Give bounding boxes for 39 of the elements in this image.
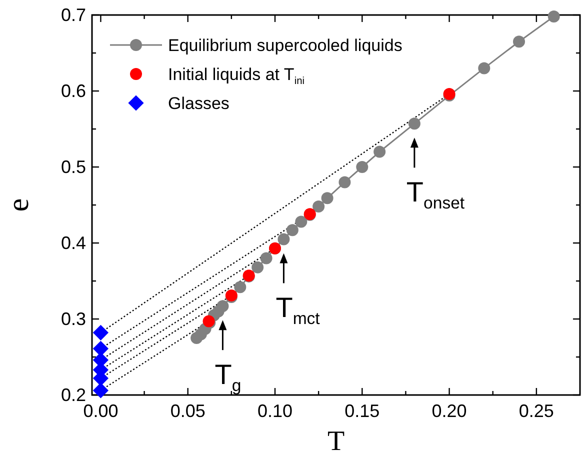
y-tick-label: 0.2 xyxy=(60,385,86,405)
x-tick-label: 0.00 xyxy=(83,401,118,421)
point xyxy=(356,161,368,173)
annotation: T$_{mct}$ xyxy=(276,292,320,328)
x-tick-label: 0.15 xyxy=(344,401,380,421)
point xyxy=(312,200,325,213)
point xyxy=(321,192,334,204)
annotation: T$_{onset}$ xyxy=(406,176,465,212)
y-tick-label: 0.5 xyxy=(60,157,86,177)
point xyxy=(92,324,109,340)
legend-label: Initial liquids at T$_{ini}$ xyxy=(168,65,305,87)
point xyxy=(478,62,490,74)
point xyxy=(278,233,290,246)
legend-label: Equilibrium supercooled liquids xyxy=(168,36,402,55)
x-tick-label: 0.20 xyxy=(432,401,467,421)
y-tick-label: 0.7 xyxy=(60,5,86,25)
point xyxy=(408,118,420,130)
y-axis-title: e xyxy=(2,198,35,212)
point xyxy=(252,261,264,274)
x-tick-label: 0.10 xyxy=(257,401,293,421)
point xyxy=(548,10,560,23)
point xyxy=(295,216,308,228)
point xyxy=(92,382,109,398)
x-axis-title: T xyxy=(327,426,345,457)
point xyxy=(513,36,525,48)
point xyxy=(338,176,351,188)
point xyxy=(286,224,298,236)
point xyxy=(234,281,246,294)
point xyxy=(260,252,272,264)
y-tick-label: 0.6 xyxy=(60,81,86,101)
x-tick-label: 0.05 xyxy=(170,401,206,421)
y-tick-label: 0.4 xyxy=(60,233,86,253)
x-tick-label: 0.25 xyxy=(518,401,554,421)
point xyxy=(374,146,386,158)
legend-label: Glasses xyxy=(168,94,230,113)
annotation: T$_{g}$ xyxy=(214,359,242,395)
y-tick-label: 0.3 xyxy=(60,309,86,329)
point xyxy=(92,340,109,356)
point xyxy=(216,300,229,312)
